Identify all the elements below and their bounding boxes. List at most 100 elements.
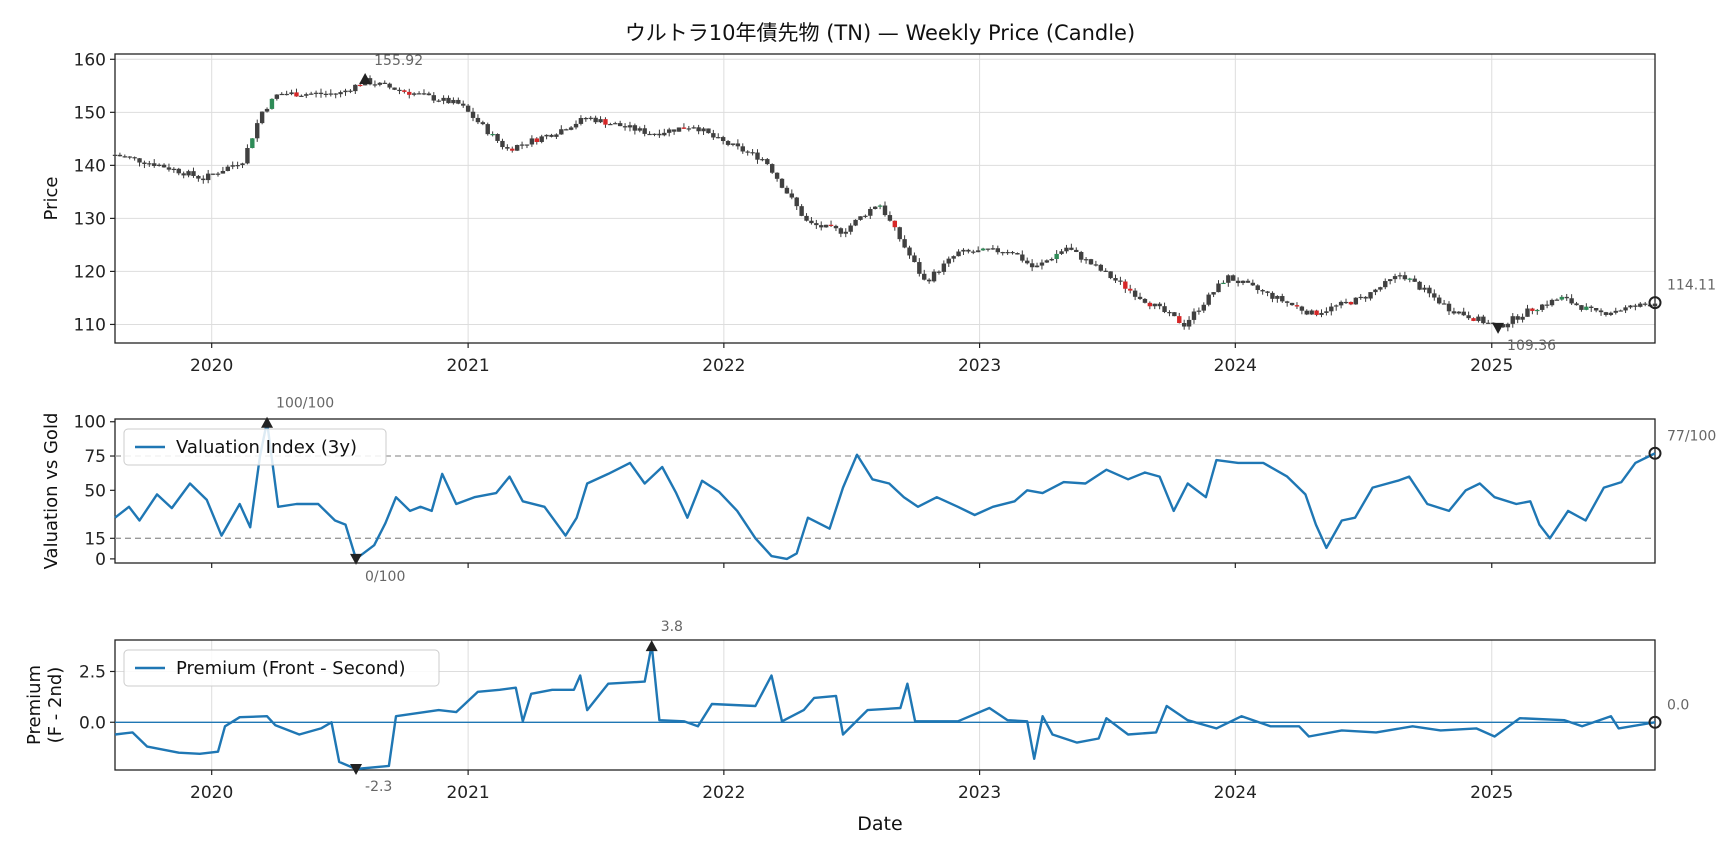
candle-body [676, 127, 682, 132]
y-tick-label: 150 [74, 103, 106, 123]
candle [421, 89, 427, 96]
y-tick-label: 100 [74, 413, 106, 433]
candle [804, 213, 809, 222]
candle [951, 255, 956, 263]
candle [1638, 302, 1643, 308]
candle [1088, 258, 1094, 265]
candle [1201, 302, 1206, 313]
candle [1329, 303, 1334, 316]
candle-body [343, 90, 348, 93]
candle [1147, 301, 1153, 310]
candle [1338, 300, 1344, 309]
candle-body [681, 127, 687, 129]
candle [240, 162, 245, 169]
candle-body [323, 93, 329, 95]
candle-body [1123, 281, 1128, 289]
candle [343, 88, 348, 96]
candle-body [255, 123, 260, 139]
candle-body [769, 164, 775, 173]
candle-body [1294, 305, 1300, 307]
candle-body [598, 119, 603, 123]
candle-body [230, 165, 235, 167]
candle-body [1589, 306, 1594, 308]
candle [353, 84, 358, 94]
candle-body [1280, 296, 1285, 302]
candle-body [436, 100, 441, 102]
candle-body [505, 147, 510, 149]
candle-body [1177, 316, 1182, 324]
annotation-label: 155.92 [374, 53, 423, 69]
candle-body [1618, 310, 1623, 312]
candle-body [191, 171, 196, 176]
candle-body [1530, 308, 1535, 311]
candle-body [966, 249, 971, 252]
candle-body [872, 206, 878, 209]
candle [1289, 302, 1295, 306]
candle-body [1025, 260, 1030, 264]
candle [1216, 280, 1221, 293]
candle-body [961, 249, 966, 252]
candle [593, 115, 598, 124]
candle [166, 163, 172, 172]
legend-label: Valuation Index (3y) [176, 437, 357, 458]
candle [1167, 310, 1172, 317]
candle [279, 92, 284, 96]
candle-body [1559, 296, 1565, 300]
candle [872, 206, 878, 210]
candle [1245, 278, 1251, 283]
y-axis-label-line: Premium [24, 665, 45, 745]
candle [1177, 312, 1182, 324]
candle-body [1167, 312, 1172, 314]
candle [1142, 298, 1148, 304]
candle-body [1270, 292, 1275, 299]
candle [794, 196, 799, 211]
candle-body [289, 92, 294, 95]
candle-body [1486, 322, 1491, 324]
candle-body [1569, 298, 1574, 304]
candle [578, 115, 584, 126]
candle-body [235, 165, 240, 167]
candle [828, 220, 834, 228]
candle-body [215, 173, 221, 175]
candle-body [1427, 287, 1432, 294]
candle-body [402, 90, 407, 92]
candle-body [137, 158, 142, 163]
candle [691, 125, 696, 129]
candle [573, 120, 579, 130]
candle-body [637, 128, 642, 131]
candle-body [868, 208, 873, 216]
candle-body [225, 166, 231, 171]
candle-body [603, 119, 608, 125]
candle-body [1613, 310, 1618, 313]
candle [622, 123, 628, 131]
candle-body [956, 251, 961, 257]
candle-body [1378, 287, 1383, 290]
candle [1549, 298, 1555, 307]
candle [294, 88, 299, 97]
candle [117, 152, 123, 157]
candle-body [1402, 275, 1408, 280]
candle-body [382, 82, 387, 84]
candle [1505, 322, 1511, 332]
y-tick-label: 75 [84, 447, 106, 467]
candle-body [1471, 318, 1476, 321]
y-axis-label: Premium(F - 2nd) [24, 665, 66, 745]
candle [1103, 268, 1108, 272]
candle-body [1603, 312, 1609, 315]
candle-body [348, 90, 353, 92]
y-tick-label: 50 [84, 481, 106, 501]
legend: Valuation Index (3y) [123, 428, 387, 466]
candle [975, 246, 981, 253]
legend-box [123, 649, 440, 687]
candle [1118, 276, 1123, 285]
candle [235, 161, 240, 170]
candle [779, 178, 785, 189]
candle-body [1128, 288, 1133, 291]
candle-body [1539, 304, 1545, 310]
candle-body [779, 178, 785, 188]
candle [529, 135, 535, 147]
candle [769, 163, 775, 174]
candle-body [353, 84, 358, 92]
candle-body [1579, 305, 1584, 310]
candle-body [1201, 304, 1206, 311]
